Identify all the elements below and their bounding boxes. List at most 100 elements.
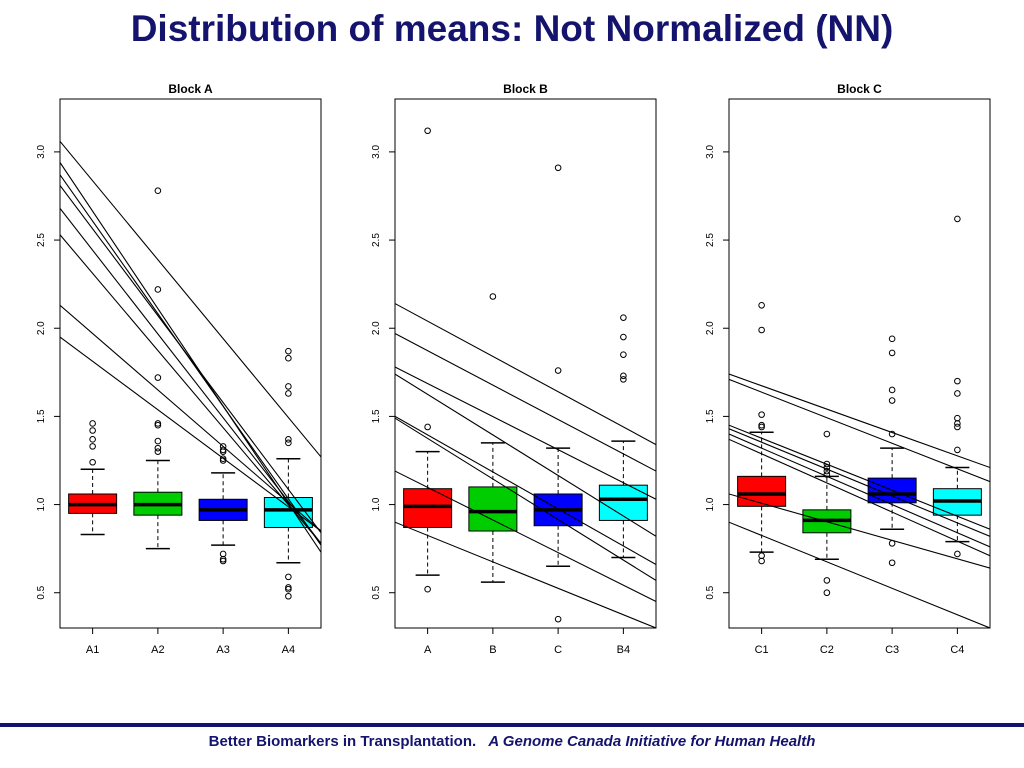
- trend-line: [395, 470, 656, 603]
- trend-line: [395, 303, 656, 446]
- trend-line: [60, 207, 321, 544]
- boxplot-figure: Block A 0.5 1.0 1.5 2.0 2.5 3.0 A1 A2 A3 A4 Block B…: [36, 82, 991, 656]
- outlier-point: [154, 420, 162, 427]
- trend-line: [395, 417, 656, 581]
- box-A2: [133, 187, 183, 550]
- trend-line: [729, 438, 990, 557]
- outlier-point: [823, 577, 831, 584]
- outlier-point: [489, 293, 497, 300]
- y-tick-label: 3.0: [371, 145, 382, 159]
- outlier-point: [823, 460, 831, 468]
- y-tick-label: 1.0: [705, 497, 716, 511]
- outlier-point: [285, 573, 292, 581]
- outlier-point: [154, 374, 162, 381]
- outlier-point: [620, 351, 627, 358]
- outlier-point: [954, 420, 961, 427]
- box-C3: [867, 335, 917, 567]
- outlier-point: [954, 550, 961, 558]
- outlier-point: [285, 585, 292, 593]
- box-rect: [598, 484, 648, 521]
- outlier-point: [620, 372, 627, 380]
- y-tick-label: 2.5: [371, 233, 382, 247]
- outlier-point: [285, 390, 292, 397]
- page-title: Distribution of means: Not Normalized (N…: [130, 8, 894, 49]
- outlier-point: [620, 376, 627, 383]
- x-tick-label: A3: [216, 644, 229, 656]
- trend-line: [395, 415, 656, 565]
- outlier-point: [424, 423, 431, 431]
- trend-lines: [60, 140, 321, 553]
- trend-line: [395, 373, 656, 537]
- panel-1: Block A 0.5 1.0 1.5 2.0 2.5 3.0 A1 A2 A3 A4: [36, 82, 322, 656]
- panel-2: Block B 0.5 1.0 1.5 2.0 2.5 3.0 A B C B4: [371, 82, 657, 656]
- panel-title: Block C: [837, 82, 882, 96]
- y-tick-label: 1.0: [371, 497, 382, 511]
- outlier-point: [89, 420, 96, 427]
- trend-line: [729, 521, 990, 628]
- outlier-point: [89, 436, 96, 443]
- trend-lines: [395, 303, 656, 628]
- outlier-point: [154, 437, 162, 445]
- x-tick-label: C3: [885, 644, 899, 656]
- y-tick-label: 2.5: [36, 233, 47, 247]
- box-rect: [403, 488, 453, 528]
- trend-line: [60, 304, 321, 532]
- box-rect: [737, 475, 787, 507]
- y-tick-label: 2.0: [36, 321, 47, 335]
- outlier-point: [554, 367, 562, 374]
- outlier-point: [219, 455, 227, 463]
- outlier-point: [285, 584, 292, 591]
- trend-line: [729, 373, 990, 469]
- x-tick-label: C: [554, 644, 562, 656]
- y-tick-label: 2.0: [705, 321, 716, 335]
- outlier-point: [888, 559, 896, 567]
- box-B4: [598, 314, 648, 559]
- panel-frame: [394, 98, 657, 629]
- x-tick-label: C4: [950, 644, 964, 656]
- y-tick-label: 2.0: [371, 321, 382, 335]
- outlier-point: [758, 423, 765, 431]
- outlier-point: [424, 127, 431, 135]
- footer-tagline: A Genome Canada Initiative for Human Hea…: [488, 733, 816, 750]
- outlier-point: [620, 333, 627, 341]
- trend-line: [395, 521, 656, 628]
- y-tick-label: 2.5: [705, 233, 716, 247]
- trend-line: [729, 433, 990, 548]
- trend-line: [60, 140, 321, 458]
- trend-line: [729, 493, 990, 569]
- outlier-point: [620, 314, 627, 321]
- trend-line: [60, 185, 321, 534]
- outlier-point: [554, 164, 562, 172]
- outlier-point: [89, 443, 96, 450]
- box-A4: [263, 347, 313, 600]
- outlier-point: [154, 448, 162, 455]
- outlier-point: [954, 423, 961, 431]
- x-tick-label: A: [424, 644, 432, 656]
- outlier-point: [154, 187, 162, 194]
- trend-line: [60, 234, 321, 544]
- trend-line: [729, 378, 990, 483]
- outlier-point: [758, 326, 765, 334]
- y-tick-label: 3.0: [705, 145, 716, 159]
- outlier-point: [758, 552, 765, 560]
- panel-title: Block A: [168, 82, 213, 96]
- outlier-point: [888, 349, 896, 357]
- trend-line: [395, 366, 656, 500]
- box-C2: [802, 430, 852, 597]
- x-tick-label: B4: [617, 644, 630, 656]
- trend-line: [729, 424, 990, 530]
- x-tick-label: C1: [755, 644, 769, 656]
- box-A1: [68, 420, 118, 536]
- outlier-point: [954, 390, 961, 397]
- outlier-point: [219, 555, 227, 563]
- trend-line: [60, 336, 321, 532]
- trend-line: [395, 333, 656, 472]
- box-C: [533, 164, 583, 623]
- trend-line: [729, 428, 990, 537]
- outlier-point: [758, 411, 765, 418]
- y-tick-label: 0.5: [371, 585, 382, 599]
- box-A3: [198, 443, 248, 565]
- outlier-point: [888, 397, 896, 404]
- outlier-point: [758, 557, 765, 565]
- outlier-point: [424, 585, 431, 593]
